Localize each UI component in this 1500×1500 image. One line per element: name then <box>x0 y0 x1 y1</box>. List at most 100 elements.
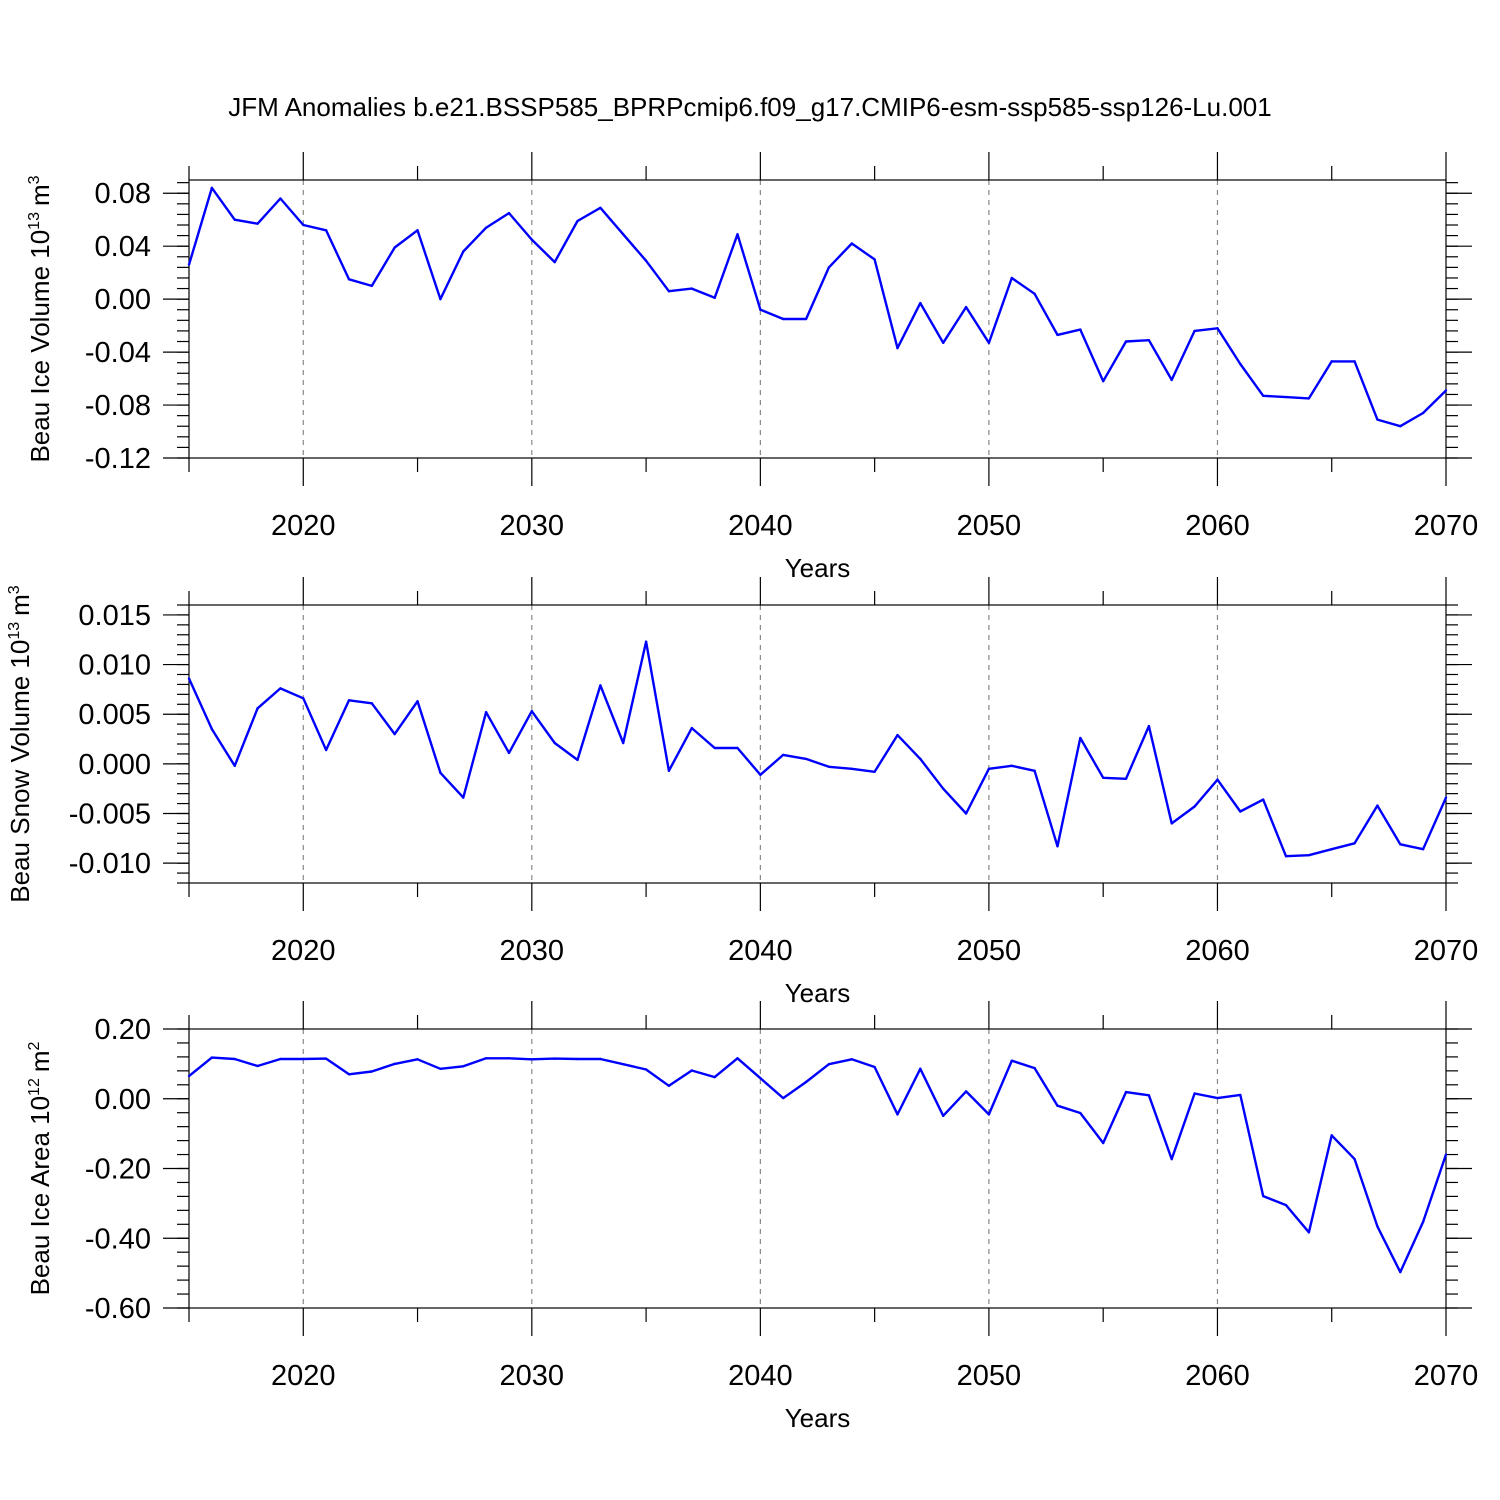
data-point <box>1216 1096 1219 1100</box>
series-line <box>187 186 1447 428</box>
data-point <box>233 764 236 768</box>
data-point <box>256 707 259 710</box>
data-point <box>347 278 351 281</box>
x-tick-label: 2050 <box>957 1360 1022 1392</box>
data-point <box>622 233 625 236</box>
data-point <box>484 226 488 229</box>
data-point <box>187 263 191 266</box>
data-point <box>713 746 716 750</box>
y-axis-label-text: Beau Ice Area 10 <box>25 1096 55 1295</box>
data-point <box>1193 1092 1196 1095</box>
data-point <box>1421 1220 1425 1224</box>
y-axis-label-unit: m <box>5 594 35 616</box>
data-point <box>507 751 511 755</box>
y-tick-label: 0.00 <box>95 284 151 316</box>
data-point <box>622 1063 625 1066</box>
y-axis-label-exponent: 12 <box>26 1078 43 1096</box>
data-point <box>873 1065 876 1069</box>
data-point <box>1216 327 1219 330</box>
data-point <box>599 684 602 687</box>
data-point <box>1330 1134 1333 1137</box>
data-point <box>1330 360 1333 363</box>
data-point <box>347 699 351 702</box>
y-tick-label: 0.000 <box>78 749 151 781</box>
series-line <box>187 640 1448 858</box>
x-tick-label: 2050 <box>957 510 1022 542</box>
data-point <box>393 732 396 736</box>
data-point <box>759 773 762 776</box>
data-point <box>530 1058 534 1061</box>
data-point <box>1330 848 1333 851</box>
data-point <box>782 317 785 321</box>
data-point <box>1170 378 1173 382</box>
data-point <box>987 767 991 771</box>
data-point <box>1010 1059 1013 1062</box>
data-point <box>1056 1104 1059 1107</box>
data-point <box>827 266 831 269</box>
data-point <box>1239 1093 1242 1097</box>
data-point <box>1239 362 1242 366</box>
y-axis-label: Beau Snow Volume 1013 m3 <box>5 585 35 903</box>
y-axis-label-unit: m <box>25 184 55 206</box>
data-point <box>690 726 693 730</box>
data-point <box>210 1056 214 1059</box>
data-point <box>736 1057 739 1060</box>
data-point <box>1147 1094 1151 1097</box>
data-point <box>370 702 374 705</box>
y-tick-label: 0.00 <box>95 1084 151 1116</box>
data-point <box>1147 724 1151 728</box>
data-point <box>919 301 922 305</box>
data-point <box>1216 778 1219 781</box>
data-point <box>1079 1111 1082 1115</box>
panel-ice-volume: -0.12 -0.08 -0.04 0.00 0.04 0.08 2020 2030 2040 2… <box>25 152 1478 583</box>
data-point <box>1124 1090 1128 1094</box>
y-tick-label: -0.08 <box>85 390 151 422</box>
panel-ice-area: -0.60 -0.40 -0.20 0.00 0.20 2020 2030 2040 2050 2… <box>25 1001 1478 1433</box>
data-point <box>393 246 396 249</box>
data-point <box>964 1090 968 1093</box>
data-point <box>1124 340 1128 343</box>
y-axis-label-text: Beau Snow Volume 10 <box>5 640 35 903</box>
data-point <box>667 1084 671 1088</box>
x-axis-label: Years <box>785 1403 851 1433</box>
data-point <box>393 1062 396 1066</box>
data-point <box>599 206 602 209</box>
data-point <box>1376 1225 1379 1228</box>
data-point <box>1033 292 1036 296</box>
x-tick-label: 2030 <box>500 935 565 967</box>
data-point <box>896 346 899 350</box>
x-tick-label: 2020 <box>271 510 336 542</box>
data-point <box>1056 333 1059 337</box>
data-point <box>1147 338 1151 342</box>
data-point <box>873 770 876 773</box>
data-point <box>942 341 945 345</box>
x-tick-label: 2070 <box>1414 1360 1479 1392</box>
data-point <box>599 1057 602 1061</box>
data-point <box>530 238 534 241</box>
y-axis-label-text: Beau Ice Volume 10 <box>25 230 55 463</box>
plot-frame <box>188 179 1447 459</box>
data-point <box>759 1076 762 1080</box>
data-point <box>804 757 808 761</box>
data-point <box>987 341 991 345</box>
data-point <box>782 753 785 757</box>
x-tick-label: 2040 <box>728 935 793 967</box>
x-tick-label: 2070 <box>1414 510 1479 542</box>
data-point <box>416 700 419 703</box>
data-point <box>507 211 511 215</box>
data-point <box>896 733 899 737</box>
y-tick-label: -0.010 <box>69 848 151 880</box>
data-point <box>507 1057 511 1060</box>
data-point <box>187 677 191 680</box>
data-point <box>439 297 442 301</box>
y-tick-label: 0.010 <box>78 650 151 682</box>
y-axis-label: Beau Ice Area 1012 m2 <box>25 1041 55 1295</box>
data-point <box>462 250 465 253</box>
data-point <box>827 765 831 769</box>
data-point <box>942 787 945 790</box>
data-point <box>736 746 739 750</box>
data-point <box>690 1069 693 1072</box>
y-tick-label: -0.40 <box>85 1223 151 1255</box>
x-tick-label: 2030 <box>500 510 565 542</box>
